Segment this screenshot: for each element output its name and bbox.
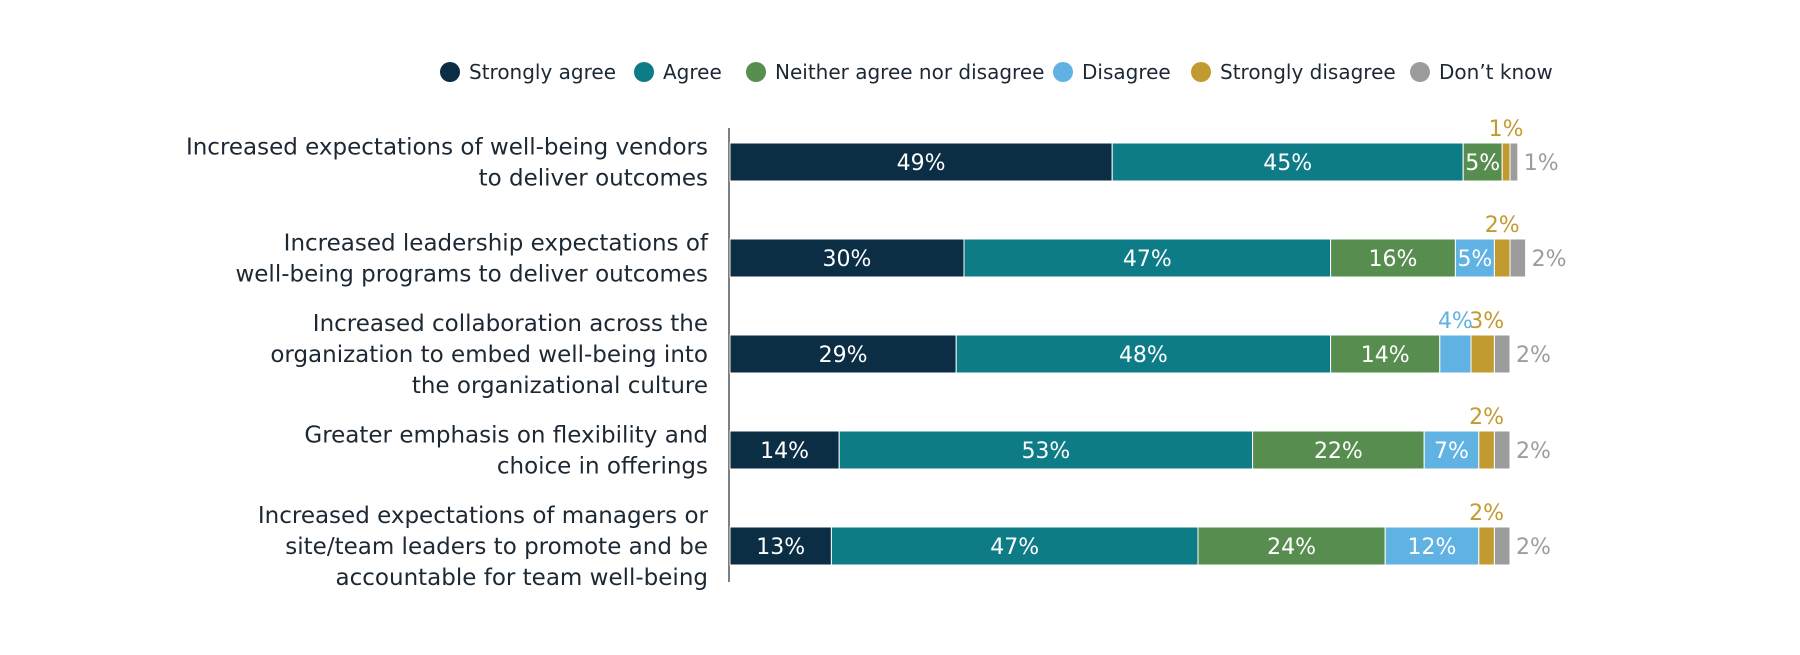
data-label-disagree: 4% [1438,309,1473,334]
category-label: choice in offerings [497,454,708,480]
bar-dont-know [1493,334,1511,374]
data-label-dont-know: 2% [1516,343,1551,368]
legend-marker-dont-know [1410,62,1430,82]
bar-agree [955,334,1332,374]
data-label-dont-know: 2% [1532,247,1567,272]
data-label-neither-agree-nor-disagree: 22% [1314,439,1363,464]
category-label: Greater emphasis on flexibility and [304,423,708,449]
data-label-strongly-disagree: 2% [1485,213,1520,238]
bar-strongly-disagree [1470,334,1495,374]
data-label-dont-know: 2% [1516,535,1551,560]
legend-marker-strongly-agree [440,62,460,82]
data-label-strongly-agree: 13% [756,535,805,560]
category-label: Increased collaboration across the [313,311,708,337]
data-label-strongly-agree: 49% [897,151,946,176]
bar-neither-agree-nor-disagree [1252,430,1425,470]
data-label-agree: 45% [1263,151,1312,176]
bar-neither-agree-nor-disagree [1330,238,1456,278]
data-label-strongly-disagree: 2% [1469,501,1504,526]
bar-strongly-disagree [1478,526,1495,566]
bars: 49% 45% 5% 1%1% 30% 47% 16% 5% 2% 2% 29% 48% 14% 4%3%… [729,117,1567,566]
bar-dont-know [1509,142,1519,182]
data-label-neither-agree-nor-disagree: 16% [1369,247,1418,272]
data-label-neither-agree-nor-disagree: 24% [1267,535,1316,560]
category-label: Increased expectations of managers or [258,503,709,529]
bar-dont-know [1493,526,1511,566]
bar-strongly-disagree [1478,430,1495,470]
data-label-neither-agree-nor-disagree: 5% [1465,151,1500,176]
data-label-strongly-agree: 29% [819,343,868,368]
bar-strongly-agree [729,430,840,470]
data-label-strongly-agree: 14% [760,439,809,464]
legend-label-disagree: Disagree [1082,60,1171,84]
legend-label-neither-agree-nor-disagree: Neither agree nor disagree [775,60,1044,84]
bar-neither-agree-nor-disagree [1462,142,1503,182]
bar-neither-agree-nor-disagree [1330,334,1441,374]
bar-disagree [1423,430,1480,470]
legend-marker-disagree [1053,62,1073,82]
legend-label-strongly-agree: Strongly agree [469,60,616,84]
category-label: to deliver outcomes [479,166,708,192]
bar-disagree [1439,334,1472,374]
data-label-disagree: 12% [1408,535,1457,560]
data-label-strongly-disagree: 1% [1489,117,1524,142]
data-label-strongly-agree: 30% [823,247,872,272]
legend-marker-neither-agree-nor-disagree [746,62,766,82]
legend: Strongly agree Agree Neither agree nor dis… [440,60,1553,84]
legend-marker-strongly-disagree [1191,62,1211,82]
bar-strongly-disagree [1501,142,1511,182]
legend-label-agree: Agree [663,60,722,84]
data-label-agree: 47% [990,535,1039,560]
data-label-strongly-disagree: 3% [1469,309,1504,334]
bar-agree [1111,142,1464,182]
category-label: Increased leadership expectations of [284,231,709,257]
category-label: accountable for team well-being [336,565,708,591]
data-label-neither-agree-nor-disagree: 14% [1361,343,1410,368]
data-label-strongly-disagree: 2% [1469,405,1504,430]
data-label-dont-know: 2% [1516,439,1551,464]
data-label-disagree: 7% [1434,439,1469,464]
category-label: site/team leaders to promote and be [285,534,708,560]
bar-neither-agree-nor-disagree [1197,526,1386,566]
bar-strongly-agree [729,526,832,566]
category-labels: Increased expectations of well-being ven… [186,135,709,592]
bar-agree [838,430,1254,470]
bar-disagree [1384,526,1480,566]
data-label-agree: 47% [1123,247,1172,272]
category-label: Increased expectations of well-being ven… [186,135,708,161]
category-label: the organizational culture [412,373,708,399]
legend-label-dont-know: Don’t know [1439,60,1553,84]
data-label-agree: 53% [1021,439,1070,464]
legend-marker-agree [634,62,654,82]
category-label: well-being programs to deliver outcomes [235,262,708,288]
bar-dont-know [1493,430,1511,470]
bar-strongly-disagree [1493,238,1511,278]
category-label: organization to embed well-being into [270,342,708,368]
bar-agree [830,526,1199,566]
bar-dont-know [1509,238,1527,278]
data-label-agree: 48% [1119,343,1168,368]
data-label-dont-know: 1% [1524,151,1559,176]
data-label-disagree: 5% [1457,247,1492,272]
legend-label-strongly-disagree: Strongly disagree [1220,60,1396,84]
